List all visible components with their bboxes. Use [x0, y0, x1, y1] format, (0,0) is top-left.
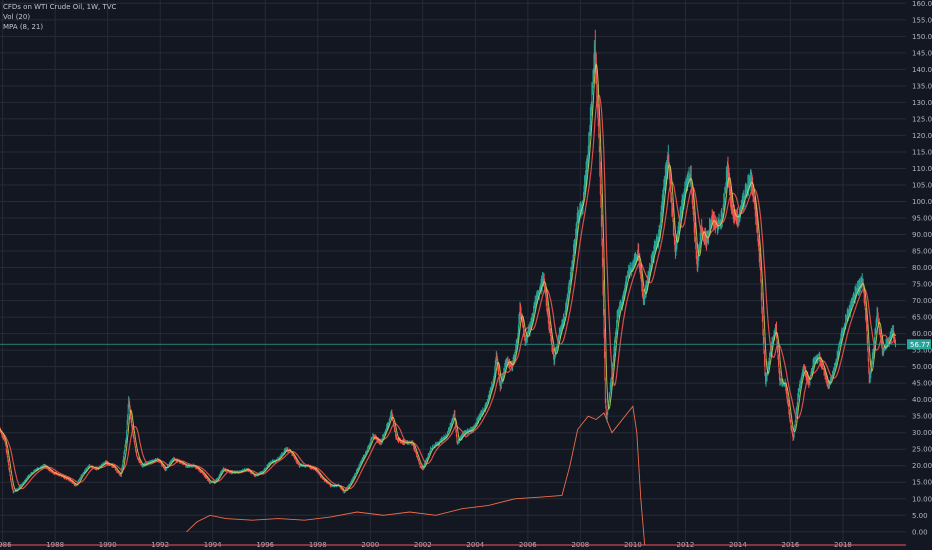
- y-tick-label: 85.00: [912, 248, 932, 256]
- y-tick-label: 140.00: [912, 66, 932, 74]
- y-tick-label: 110.00: [912, 165, 932, 173]
- y-tick-label: 115.00: [912, 148, 932, 156]
- y-tick-label: 20.00: [912, 462, 932, 470]
- y-tick-label: 0.00: [912, 528, 928, 536]
- y-tick-label: 105.00: [912, 181, 932, 189]
- current-price-label: 56.77: [910, 341, 930, 349]
- legend-mpa[interactable]: MPA (8, 21): [3, 23, 44, 31]
- y-tick-label: 100.00: [912, 198, 932, 206]
- current-price-badge: [907, 339, 931, 350]
- y-tick-label: 125.00: [912, 115, 932, 123]
- moving-averages: [0, 63, 896, 492]
- ma-fast-line: [0, 63, 896, 492]
- y-tick-label: 60.00: [912, 330, 932, 338]
- y-tick-label: 45.00: [912, 380, 932, 388]
- y-tick-label: 55.00: [912, 347, 932, 355]
- y-tick-label: 130.00: [912, 99, 932, 107]
- ma-slow-line: [0, 94, 896, 490]
- y-tick-label: 30.00: [912, 429, 932, 437]
- y-tick-label: 10.00: [912, 495, 932, 503]
- legend: CFDs on WTI Crude Oil, 1W, TVC Vol (20) …: [3, 2, 116, 32]
- y-tick-label: 150.00: [912, 33, 932, 41]
- volume-line-path: [186, 405, 646, 546]
- y-tick-label: 65.00: [912, 314, 932, 322]
- y-tick-label: 70.00: [912, 297, 932, 305]
- y-tick-label: 90.00: [912, 231, 932, 239]
- y-tick-label: 120.00: [912, 132, 932, 140]
- y-tick-label: 5.00: [912, 512, 928, 520]
- y-tick-label: 155.00: [912, 16, 932, 24]
- legend-title[interactable]: CFDs on WTI Crude Oil, 1W, TVC: [3, 3, 117, 11]
- volume-line: [186, 405, 646, 546]
- y-tick-label: 35.00: [912, 413, 932, 421]
- y-tick-label: 135.00: [912, 82, 932, 90]
- y-tick-label: 75.00: [912, 281, 932, 289]
- grid: [0, 0, 906, 545]
- y-tick-label: 80.00: [912, 264, 932, 272]
- y-tick-label: 25.00: [912, 446, 932, 454]
- y-tick-label: 50.00: [912, 363, 932, 371]
- legend-volume[interactable]: Vol (20): [3, 13, 31, 21]
- y-tick-label: 160.00: [912, 0, 932, 8]
- y-tick-label: 40.00: [912, 396, 932, 404]
- y-tick-label: 145.00: [912, 49, 932, 57]
- y-tick-label: 95.00: [912, 215, 932, 223]
- y-tick-label: 15.00: [912, 479, 932, 487]
